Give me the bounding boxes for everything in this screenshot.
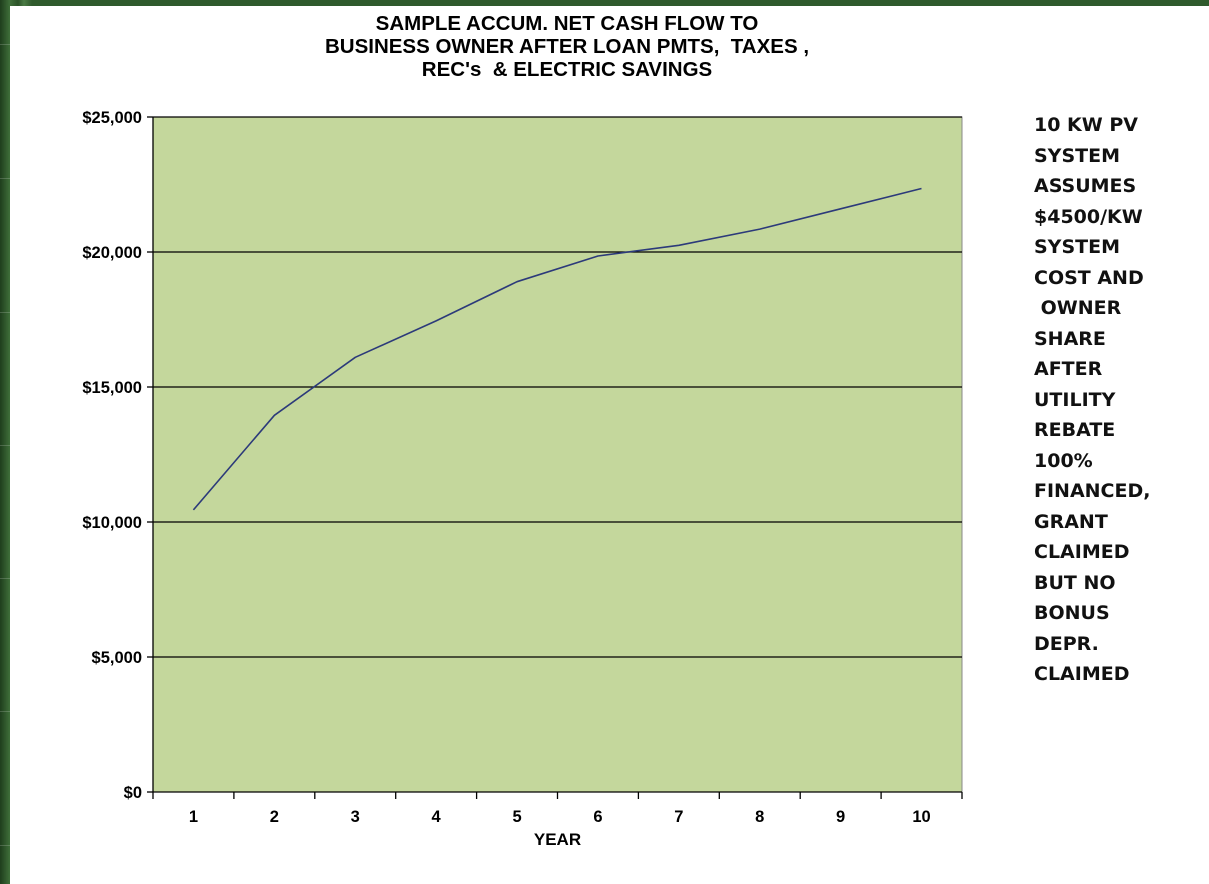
x-tick-label: 6	[593, 808, 602, 826]
y-tick-label: $15,000	[82, 379, 142, 397]
y-axis-tick-labels: $0 $5,000 $10,000 $15,000 $20,000 $25,000	[82, 109, 142, 802]
assumptions-note-line: CLAIMED	[1034, 663, 1130, 685]
y-tick-label: $0	[124, 784, 142, 802]
chart-title-line: REC's & ELECTRIC SAVINGS	[422, 58, 712, 81]
x-tick-label: 3	[351, 808, 360, 826]
x-tick-label: 8	[755, 808, 764, 826]
assumptions-note-line: GRANT	[1034, 510, 1108, 533]
assumptions-note-line: OWNER	[1034, 297, 1122, 319]
assumptions-note-line: BONUS	[1034, 602, 1110, 624]
x-tick-label: 4	[432, 808, 442, 826]
assumptions-note-line: CLAIMED	[1034, 541, 1130, 563]
assumptions-note-line: SYSTEM	[1034, 236, 1120, 258]
x-tick-label: 7	[674, 808, 683, 826]
assumptions-note-line: BUT NO	[1034, 571, 1116, 594]
assumptions-note-line: 100%	[1034, 449, 1093, 472]
assumptions-note: 10 KW PV SYSTEM ASSUMES $4500/KW SYSTEM COST …	[1034, 110, 1204, 690]
y-tick-label: $5,000	[92, 649, 142, 667]
assumptions-note-line: FINANCED,	[1034, 480, 1151, 502]
assumptions-note-line: UTILITY	[1034, 388, 1116, 411]
assumptions-note-line: SHARE	[1034, 327, 1106, 350]
y-tick-label: $10,000	[82, 514, 142, 532]
x-tick-label: 1	[189, 808, 198, 826]
assumptions-note-line: SYSTEM	[1034, 144, 1120, 167]
chart-title-line: SAMPLE ACCUM. NET CASH FLOW TO	[376, 12, 759, 35]
x-axis-label: YEAR	[534, 830, 581, 849]
y-tick-label: $25,000	[82, 109, 142, 127]
x-tick-label: 9	[836, 808, 845, 826]
series-line	[192, 187, 922, 511]
assumptions-note-line: COST AND	[1034, 266, 1144, 289]
x-tick-label: 2	[270, 808, 279, 826]
x-tick-label: 5	[512, 808, 521, 826]
x-axis-tick-labels: 1 2 3 4 5 6 7 8 9 10	[189, 808, 931, 826]
assumptions-note-line: 10 KW PV	[1034, 114, 1138, 136]
axes	[147, 116, 963, 799]
y-tick-label: $20,000	[82, 244, 142, 262]
assumptions-note-line: $4500/KW	[1034, 205, 1143, 228]
plot-area	[152, 116, 963, 793]
grid-lines	[153, 116, 962, 658]
assumptions-note-line: ASSUMES	[1034, 175, 1137, 197]
assumptions-note-line: AFTER	[1034, 358, 1103, 380]
assumptions-note-line: REBATE	[1034, 419, 1116, 441]
assumptions-note-line: DEPR.	[1034, 632, 1099, 655]
chart-title-line: BUSINESS OWNER AFTER LOAN PMTS, TAXES ,	[325, 35, 809, 58]
x-tick-label: 10	[912, 808, 930, 826]
